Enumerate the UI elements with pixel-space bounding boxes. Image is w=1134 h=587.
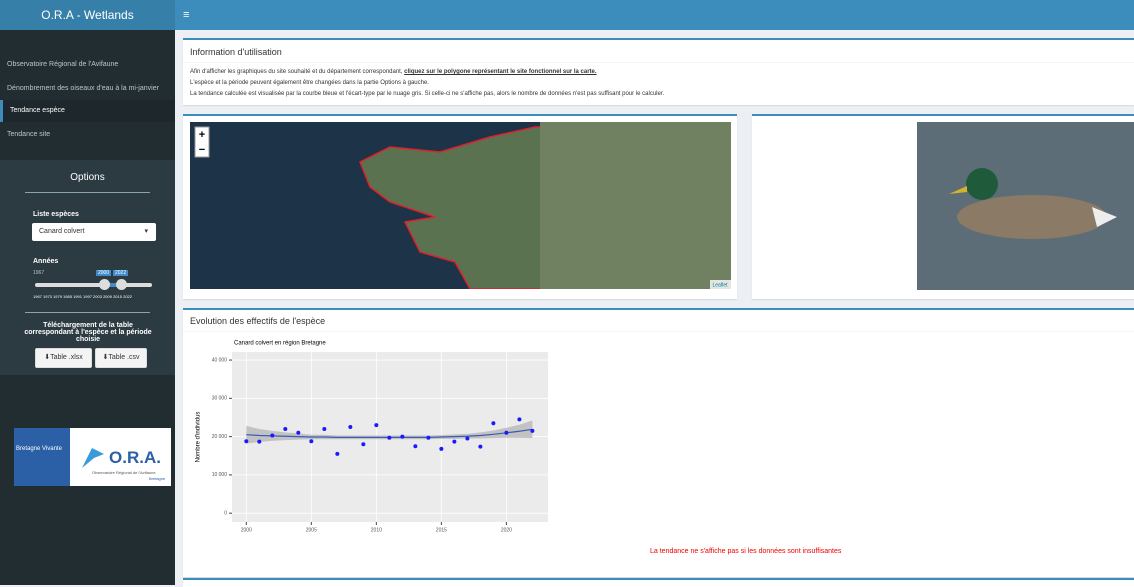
data-point <box>387 436 391 440</box>
data-point <box>270 433 274 437</box>
years-ticks: 1967 1973 1979 1985 1991 1997 2003 2009 … <box>33 294 158 299</box>
years-min: 1967 <box>33 270 44 276</box>
attribution[interactable]: Leaflet <box>712 282 728 288</box>
y-tick-label: 40 000 <box>212 357 228 363</box>
data-point <box>465 437 469 441</box>
menu-item[interactable]: Dénombrement des oiseaux d'eau à la mi-j… <box>0 78 175 100</box>
divider <box>183 62 1134 63</box>
logo-bird <box>78 442 108 472</box>
divider <box>183 331 1134 332</box>
x-tick-label: 2000 <box>241 527 252 533</box>
y-tick-label: 0 <box>224 511 227 517</box>
years-from: 2000 <box>96 270 111 276</box>
data-point <box>504 431 508 435</box>
duck-photo <box>917 122 1134 290</box>
years-to: 2022 <box>113 270 128 276</box>
data-point <box>309 439 313 443</box>
sidebar-toggle[interactable]: ≡ <box>183 0 189 30</box>
divider <box>25 312 150 313</box>
data-point <box>335 452 339 456</box>
slider-handle[interactable] <box>116 279 127 290</box>
caret: ▾ <box>144 223 148 241</box>
inland <box>540 122 731 289</box>
bird-shape <box>82 448 104 468</box>
button-label: Table .xlsx <box>50 354 83 361</box>
data-point <box>517 417 521 421</box>
menu-item-active[interactable]: Tendance espèce <box>0 100 175 122</box>
x-tick-label: 2005 <box>306 527 317 533</box>
app-title: O.R.A - Wetlands <box>0 0 175 30</box>
divider <box>25 192 150 193</box>
data-point <box>283 427 287 431</box>
data-point <box>491 421 495 425</box>
chart-title: Canard colvert en région Bretagne <box>234 341 326 347</box>
data-point <box>361 442 365 446</box>
logo-left-text: Bretagne Vivante <box>16 446 62 452</box>
download-csv[interactable]: ⬇Table .csv <box>95 348 147 368</box>
logo-bretagne: Bretagne Vivante <box>14 428 70 486</box>
button-label: Table .csv <box>108 354 139 361</box>
info-link: cliquez sur le polygone représentant le … <box>404 69 596 75</box>
duck-head <box>966 168 998 200</box>
logo: Bretagne Vivante O.R.A. Observatoire Rég… <box>14 428 171 486</box>
data-point <box>296 431 300 435</box>
y-tick-label: 20 000 <box>212 434 228 440</box>
info-line: L'espèce et la période peuvent également… <box>190 80 429 86</box>
zoom-out[interactable]: − <box>199 144 205 156</box>
y-tick-label: 30 000 <box>212 396 228 402</box>
x-tick-label: 2010 <box>371 527 382 533</box>
species-value: Canard colvert <box>39 228 85 235</box>
data-point <box>478 445 482 449</box>
duck-body <box>957 195 1107 239</box>
map-box: + − Leaflet <box>183 114 737 299</box>
image-box <box>752 114 1134 299</box>
slider-handle[interactable] <box>99 279 110 290</box>
species-select[interactable]: Canard colvert ▾ <box>32 223 156 241</box>
top-bar <box>175 0 1134 30</box>
logo-region: Bretagne <box>149 476 165 481</box>
options-title: Options <box>0 172 175 183</box>
data-point <box>452 440 456 444</box>
data-point <box>348 425 352 429</box>
next-box <box>183 578 1134 587</box>
map[interactable]: + − Leaflet <box>190 122 731 289</box>
data-point <box>322 427 326 431</box>
data-point <box>530 429 534 433</box>
species-label: Liste espèces <box>33 211 79 218</box>
y-tick-label: 10 000 <box>212 472 228 478</box>
menu-item[interactable]: Tendance site <box>0 124 175 146</box>
x-tick-label: 2020 <box>501 527 512 533</box>
data-point <box>413 444 417 448</box>
menu-item[interactable]: Observatoire Régional de l'Avifaune <box>0 54 175 76</box>
info-line: La tendance calculée est visualisée par … <box>190 91 664 97</box>
zoom-in[interactable]: + <box>199 129 205 141</box>
data-point <box>439 447 443 451</box>
chart: Canard colvert en région Bretagne Nombre … <box>186 335 556 545</box>
slider-track <box>35 283 152 287</box>
logo-title: O.R.A. <box>109 448 161 468</box>
data-point <box>426 436 430 440</box>
download-text: Téléchargement de la table correspondant… <box>20 322 156 343</box>
info-line: Afin d'afficher les graphiques du site s… <box>190 69 597 75</box>
info-title: Information d'utilisation <box>190 47 282 57</box>
x-tick-label: 2015 <box>436 527 447 533</box>
chart-box-title: Evolution des effectifs de l'espèce <box>190 316 325 326</box>
data-point <box>257 440 261 444</box>
info-box: Information d'utilisation Afin d'affiche… <box>183 38 1134 105</box>
download-xlsx[interactable]: ⬇Table .xlsx <box>35 348 92 368</box>
y-axis-label: Nombre d'individus <box>196 412 202 463</box>
page: O.R.A - Wetlands ≡ Observatoire Régional… <box>0 0 1134 585</box>
insufficient-note: La tendance ne s'affiche pas si les donn… <box>650 548 841 555</box>
data-point <box>374 423 378 427</box>
years-label: Années <box>33 258 58 265</box>
data-point <box>400 435 404 439</box>
data-point <box>244 439 248 443</box>
info-text: Afin d'afficher les graphiques du site s… <box>190 69 404 75</box>
